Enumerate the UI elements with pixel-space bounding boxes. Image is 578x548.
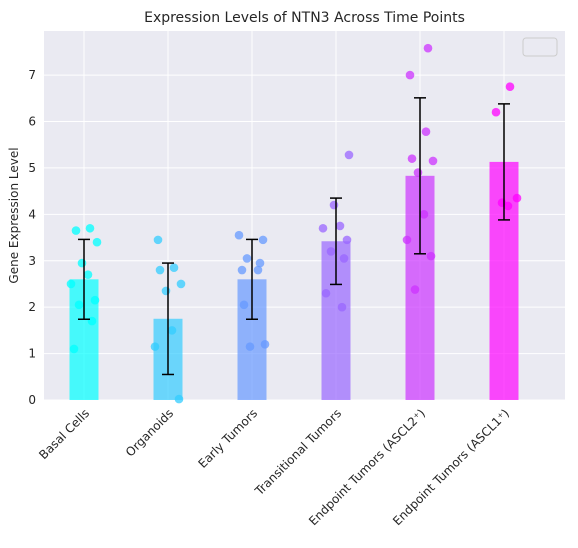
data-point [155, 265, 165, 275]
y-axis-label: Gene Expression Level [7, 147, 21, 283]
data-point [169, 263, 179, 273]
y-tick-labels: 0 1 2 3 4 5 6 7 [28, 68, 36, 407]
data-point [234, 230, 244, 240]
data-point [92, 237, 102, 247]
data-point [497, 198, 507, 208]
data-point [237, 265, 247, 275]
data-point [344, 150, 354, 160]
data-point [405, 70, 415, 80]
data-point [342, 235, 352, 245]
y-tick-label: 0 [28, 393, 36, 407]
x-tick-label: Early Tumors [195, 406, 260, 471]
data-point [167, 326, 177, 335]
data-point [87, 316, 97, 326]
data-point [85, 223, 95, 233]
data-point [161, 286, 171, 296]
legend-box [522, 37, 558, 57]
data-point [69, 344, 79, 354]
x-tick-labels: Basal Cells Organoids Early TumorsTransiti… [36, 406, 512, 528]
plot-background [44, 31, 565, 400]
data-point [239, 300, 249, 310]
data-points [66, 43, 522, 404]
y-tick-label: 7 [28, 68, 36, 82]
data-point [413, 168, 423, 177]
y-tick-label: 5 [28, 161, 36, 175]
data-point [426, 251, 436, 261]
data-point [260, 340, 270, 349]
data-point [491, 107, 501, 117]
data-point [77, 258, 87, 268]
data-point [410, 285, 420, 294]
y-tick-label: 4 [28, 207, 36, 221]
x-tick-label: Transitional Tumors [252, 406, 345, 499]
data-point [258, 235, 268, 245]
data-point [74, 300, 84, 310]
data-point [83, 270, 93, 279]
data-point [253, 265, 263, 275]
data-point [512, 193, 522, 203]
data-point [255, 258, 265, 268]
x-tick-label: Basal Cells [36, 406, 92, 462]
data-point [71, 226, 81, 235]
data-point [428, 156, 438, 166]
data-point [66, 279, 76, 289]
data-point [153, 235, 163, 245]
data-point [150, 342, 160, 351]
error-bars [78, 97, 510, 376]
x-tick-label: Organoids [123, 406, 176, 459]
data-point [337, 302, 347, 312]
data-point [245, 342, 255, 351]
data-point [407, 154, 417, 163]
data-point [174, 394, 184, 404]
data-point [90, 295, 100, 305]
data-point [176, 279, 186, 289]
y-tick-label: 6 [28, 115, 36, 129]
data-point [242, 254, 252, 263]
data-point [423, 43, 433, 53]
chart-title: Expression Levels of NTN3 Across Time Po… [144, 10, 465, 26]
data-point [335, 221, 345, 231]
data-point [321, 288, 331, 298]
y-tick-label: 2 [28, 300, 36, 314]
data-point [419, 210, 429, 219]
data-point [326, 247, 336, 256]
data-point [329, 200, 339, 210]
data-point [339, 254, 349, 263]
data-point [402, 235, 412, 245]
data-point [505, 82, 515, 91]
data-point [421, 127, 431, 137]
y-tick-label: 3 [28, 254, 36, 268]
data-point [318, 223, 328, 233]
y-tick-label: 1 [28, 347, 36, 361]
